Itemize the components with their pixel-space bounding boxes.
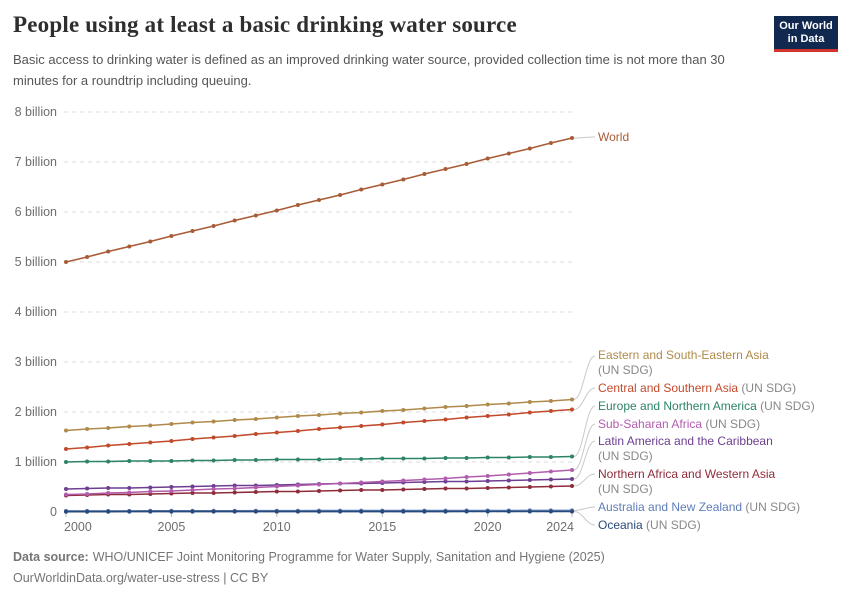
entity-label-oceania-name: Oceania [598, 518, 643, 532]
label-connector-ssa [573, 423, 596, 471]
entity-label-world[interactable]: World [598, 130, 629, 145]
x-axis-label: 2024 [546, 520, 574, 534]
entity-label-csa-annotation: (UN SDG) [738, 381, 797, 395]
series-markers-world [64, 136, 574, 264]
entity-label-nawa[interactable]: Northern Africa and Western Asia (UN SDG) [598, 467, 775, 497]
x-axis-label: 2020 [474, 520, 502, 534]
x-axis-label: 2010 [263, 520, 291, 534]
series-markers-oceania [64, 509, 574, 514]
entity-label-ssa[interactable]: Sub-Saharan Africa (UN SDG) [598, 417, 760, 432]
label-connector-esea [573, 355, 596, 400]
label-connector-world [573, 136, 596, 139]
chart-subtitle: Basic access to drinking water is define… [13, 52, 725, 88]
entity-label-csa[interactable]: Central and Southern Asia (UN SDG) [598, 381, 796, 396]
entity-label-lac-name: Latin America and the Caribbean [598, 434, 773, 448]
series-markers-csa [64, 407, 574, 451]
series-markers-nawa [64, 484, 574, 498]
y-axis-label: 7 billion [15, 155, 57, 169]
page-title: People using at least a basic drinking w… [13, 12, 517, 37]
entity-label-nawa-annotation: (UN SDG) [598, 482, 653, 496]
y-axis-label: 3 billion [15, 355, 57, 369]
data-source-text: WHO/UNICEF Joint Monitoring Programme fo… [92, 550, 605, 564]
entity-label-oceania[interactable]: Oceania (UN SDG) [598, 518, 701, 533]
entity-label-lac[interactable]: Latin America and the Caribbean (UN SDG) [598, 434, 773, 464]
entity-label-ssa-name: Sub-Saharan Africa [598, 417, 703, 431]
entity-label-oceania-annotation: (UN SDG) [642, 518, 701, 532]
series-markers-ssa [64, 468, 574, 497]
x-axis-label: 2005 [158, 520, 186, 534]
footer-source-line: Data source: WHO/UNICEF Joint Monitoring … [13, 549, 605, 565]
footer-url-link[interactable]: OurWorldinData.org/water-use-stress [13, 571, 220, 585]
footer-separator: | [219, 571, 230, 585]
entity-label-ena[interactable]: Europe and Northern America (UN SDG) [598, 399, 815, 414]
entity-label-world-name: World [598, 130, 630, 144]
entity-label-ena-name: Europe and Northern America [598, 399, 757, 413]
entity-label-esea[interactable]: Eastern and South-Eastern Asia (UN SDG) [598, 348, 769, 378]
footer-license-line: OurWorldinData.org/water-use-stress | CC… [13, 570, 268, 586]
entity-label-ssa-annotation: (UN SDG) [702, 417, 761, 431]
owid-logo[interactable]: Our World in Data [774, 16, 838, 52]
x-axis-label: 2000 [64, 520, 92, 534]
y-axis-label: 5 billion [15, 255, 57, 269]
entity-label-esea-annotation: (UN SDG) [598, 363, 653, 377]
entity-label-anz-name: Australia and New Zealand [598, 500, 743, 514]
y-axis-label: 0 [50, 505, 57, 519]
entity-label-anz-annotation: (UN SDG) [742, 500, 801, 514]
entity-label-lac-annotation: (UN SDG) [598, 449, 653, 463]
y-axis-label: 1 billion [15, 455, 57, 469]
footer-license-link[interactable]: CC BY [229, 571, 269, 585]
entity-label-csa-name: Central and Southern Asia [598, 381, 739, 395]
label-connector-anz [573, 506, 596, 511]
entity-label-ena-annotation: (UN SDG) [756, 399, 815, 413]
label-connector-csa [573, 387, 596, 410]
y-axis-label: 4 billion [15, 305, 57, 319]
entity-label-anz[interactable]: Australia and New Zealand (UN SDG) [598, 500, 800, 515]
x-axis-label: 2015 [368, 520, 396, 534]
owid-logo-line2: in Data [787, 33, 825, 45]
label-connector-oceania [573, 511, 596, 526]
y-axis-label: 2 billion [15, 405, 57, 419]
entity-label-nawa-name: Northern Africa and Western Asia [598, 467, 776, 481]
y-axis-label: 8 billion [15, 105, 57, 119]
y-axis-label: 6 billion [15, 205, 57, 219]
label-connector-ena [573, 405, 596, 457]
series-markers-esea [64, 397, 574, 433]
series-markers-ena [64, 454, 574, 464]
data-source-label: Data source: [13, 550, 89, 564]
owid-logo-line1: Our World [779, 20, 833, 32]
label-connector-nawa [573, 473, 596, 487]
entity-label-esea-name: Eastern and South-Eastern Asia [598, 348, 769, 362]
label-connector-lac [573, 440, 596, 480]
